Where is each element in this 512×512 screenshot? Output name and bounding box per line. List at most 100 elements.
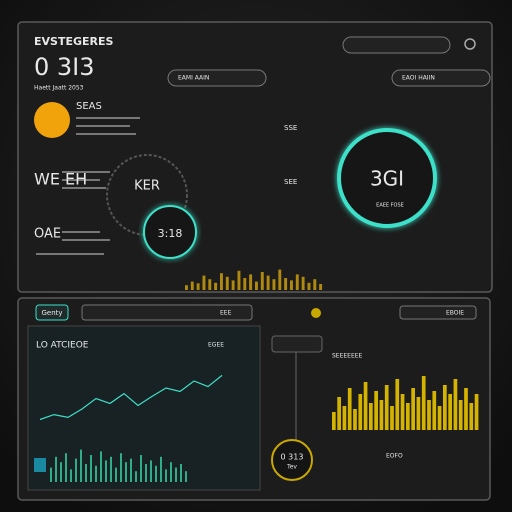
settings-icon[interactable] xyxy=(464,38,476,50)
text-lines xyxy=(36,117,140,255)
bar xyxy=(70,469,72,482)
bar xyxy=(342,406,347,430)
bar xyxy=(432,391,437,430)
panel-note: EOFO xyxy=(386,453,403,460)
bar xyxy=(358,394,363,430)
tab-active[interactable] xyxy=(35,304,69,321)
bar xyxy=(243,278,247,290)
ring-label: 3GI xyxy=(370,167,404,191)
bar xyxy=(448,394,452,430)
bar xyxy=(50,467,52,482)
sun-icon xyxy=(34,102,70,138)
bar xyxy=(347,388,352,430)
bar xyxy=(443,385,447,430)
bar xyxy=(384,385,389,430)
bar xyxy=(427,400,431,430)
bar xyxy=(395,379,400,430)
bar xyxy=(237,270,241,290)
bar xyxy=(60,462,62,482)
bar xyxy=(453,379,458,430)
bar xyxy=(231,280,235,290)
bar xyxy=(272,279,276,290)
bar xyxy=(220,273,223,290)
bar xyxy=(105,460,107,482)
bar xyxy=(406,403,410,430)
bar xyxy=(55,456,57,482)
bar xyxy=(284,278,288,290)
bar xyxy=(85,464,87,482)
search-box[interactable] xyxy=(342,36,451,54)
bar xyxy=(290,280,293,290)
bar xyxy=(80,449,82,482)
bar xyxy=(65,453,67,482)
bar xyxy=(140,455,142,482)
bar xyxy=(95,465,97,482)
pill-left[interactable] xyxy=(167,69,267,87)
bar xyxy=(411,388,415,430)
side-label: SEE xyxy=(284,178,297,186)
bar xyxy=(208,279,212,290)
bar xyxy=(249,274,253,290)
bar xyxy=(260,272,264,290)
weather-label: SEAS xyxy=(76,101,102,112)
ring-sub: EAEE FOSE xyxy=(376,203,404,209)
bar xyxy=(421,376,426,430)
bar xyxy=(190,281,194,290)
bar xyxy=(185,285,188,290)
bar xyxy=(458,400,463,430)
trend-line xyxy=(39,374,223,421)
bar xyxy=(369,403,373,430)
ring-sub: Tev xyxy=(286,464,297,471)
bar xyxy=(363,382,368,430)
bar xyxy=(135,471,137,482)
time: 0 3I3 xyxy=(34,53,95,81)
bar xyxy=(155,465,157,482)
bar xyxy=(120,453,122,482)
pill-right[interactable] xyxy=(391,69,491,87)
bar xyxy=(170,462,172,482)
bar xyxy=(150,460,152,482)
bar xyxy=(332,412,336,430)
title: EVSTEGERES xyxy=(34,35,113,48)
big-label: WE EH xyxy=(34,170,87,189)
panel-note: EGEE xyxy=(208,342,224,349)
ring-bottom xyxy=(271,439,313,481)
bar xyxy=(175,467,177,482)
big-label: OAE xyxy=(34,227,61,242)
bar xyxy=(100,451,102,482)
bar xyxy=(301,276,305,290)
tab[interactable] xyxy=(399,305,477,320)
bar xyxy=(353,409,357,430)
bar xyxy=(313,279,317,290)
tab[interactable] xyxy=(81,304,253,321)
chart-panel xyxy=(27,325,261,491)
panel-title: LO ATCIEOE xyxy=(36,341,89,351)
tab-label: Genty xyxy=(41,309,62,317)
bar xyxy=(474,394,479,430)
ring-label: 0 313 xyxy=(281,453,304,462)
bar xyxy=(202,275,206,290)
bar xyxy=(180,464,182,482)
bar xyxy=(400,394,405,430)
bar xyxy=(110,456,112,482)
bar xyxy=(379,400,384,430)
bar xyxy=(437,406,442,430)
bar xyxy=(90,455,92,482)
bar xyxy=(416,397,421,430)
bar xyxy=(165,469,167,482)
button[interactable] xyxy=(271,335,323,353)
ring-main xyxy=(337,128,437,228)
bar xyxy=(130,458,132,482)
bar xyxy=(125,462,127,482)
bar xyxy=(469,403,474,430)
bar xyxy=(374,391,378,430)
bar xyxy=(214,282,218,290)
bar xyxy=(295,274,299,290)
tab-label: EBOIE xyxy=(446,310,464,317)
ring-small xyxy=(143,205,197,259)
bar xyxy=(185,471,187,482)
tab-label: EEE xyxy=(220,310,232,317)
pill-label: EAOI HAIIN xyxy=(402,75,435,82)
bar xyxy=(75,458,77,482)
